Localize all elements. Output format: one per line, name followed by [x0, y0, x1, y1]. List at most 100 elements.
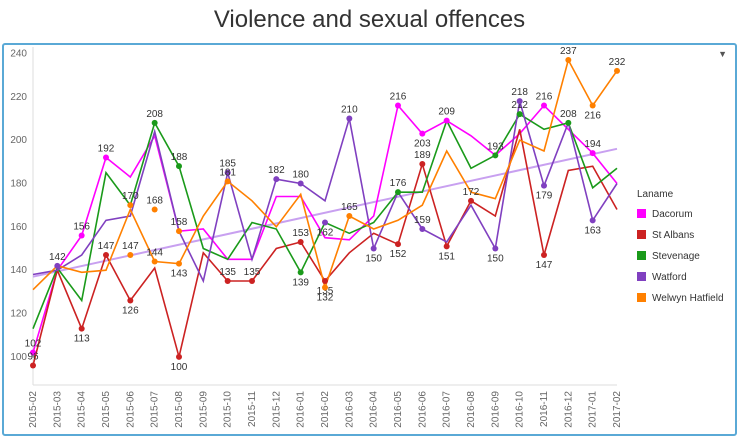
x-tick-label: 2015-04 [77, 391, 88, 428]
y-tick-label: 220 [10, 92, 27, 103]
chevron-down-icon[interactable]: ▼ [718, 49, 727, 59]
x-tick-label: 2016-11 [539, 391, 550, 427]
data-label: 132 [317, 293, 334, 304]
legend-item-label: Watford [652, 272, 687, 283]
legend-item-label: Stevenage [652, 251, 700, 262]
data-point [127, 297, 134, 304]
data-label: 216 [390, 92, 407, 103]
y-tick-label: 240 [10, 49, 27, 60]
data-point [78, 232, 85, 239]
data-point [370, 245, 377, 252]
x-tick-label: 2016-04 [369, 391, 380, 428]
data-label: 194 [584, 139, 601, 150]
data-label: 180 [292, 170, 309, 181]
data-label: 192 [98, 144, 115, 155]
x-tick-label: 2016-03 [344, 391, 355, 428]
x-tick-label: 2016-01 [296, 391, 307, 428]
x-tick-label: 2017-02 [612, 391, 623, 428]
data-label: 216 [536, 92, 553, 103]
data-point [224, 278, 231, 284]
data-label: 165 [341, 202, 358, 213]
data-label: 210 [341, 105, 358, 116]
x-tick-label: 2015-05 [101, 391, 112, 428]
data-point [176, 353, 182, 360]
data-point [151, 119, 158, 126]
x-tick-label: 2015-07 [150, 391, 161, 428]
x-tick-label: 2017-01 [588, 391, 599, 428]
y-tick-label: 100 [10, 352, 27, 363]
x-tick-label: 2016-05 [393, 391, 404, 428]
x-tick-label: 2016-10 [515, 391, 526, 428]
x-tick-label: 2015-11 [247, 391, 258, 427]
x-tick-label: 2015-09 [198, 391, 209, 428]
data-point [492, 245, 499, 252]
series-line [32, 57, 618, 291]
data-point [395, 189, 401, 196]
data-point [541, 252, 547, 258]
data-label: 113 [74, 334, 90, 345]
data-label: 209 [438, 107, 455, 118]
data-point [589, 150, 596, 157]
y-tick-label: 180 [10, 179, 27, 190]
data-point [614, 67, 620, 74]
data-label: 203 [414, 139, 431, 150]
data-point [492, 152, 499, 159]
data-point [346, 213, 353, 219]
data-point [419, 130, 426, 137]
data-point [346, 115, 353, 122]
data-label: 135 [219, 267, 236, 278]
data-label: 139 [292, 277, 309, 288]
series-line [32, 129, 618, 366]
x-tick-label: 2015-08 [174, 391, 185, 428]
data-point [419, 161, 426, 167]
data-point [541, 182, 547, 189]
data-point [176, 163, 182, 170]
data-point [516, 111, 523, 118]
data-point [565, 119, 572, 126]
data-label: 168 [146, 196, 163, 207]
data-point [589, 102, 596, 109]
data-label: 100 [171, 362, 188, 373]
data-label: 216 [584, 111, 601, 122]
data-point [224, 169, 231, 176]
x-tick-label: 2016-09 [490, 391, 501, 428]
data-point [297, 180, 304, 187]
legend-swatch [637, 230, 646, 239]
data-point [565, 57, 572, 63]
y-tick-label: 200 [10, 135, 27, 146]
x-tick-label: 2015-02 [28, 391, 39, 428]
x-tick-label: 2016-07 [442, 391, 453, 428]
data-point [273, 176, 280, 183]
data-point [443, 243, 450, 250]
y-tick-label: 120 [10, 309, 27, 320]
data-point [297, 239, 304, 245]
data-point [322, 284, 328, 291]
data-label: 147 [536, 260, 553, 271]
x-tick-label: 2016-12 [563, 391, 574, 428]
data-point [322, 219, 328, 226]
data-label: 170 [122, 191, 139, 202]
data-label: 142 [49, 252, 66, 263]
data-label: 189 [414, 150, 431, 161]
data-point [54, 262, 61, 269]
data-label: 162 [317, 228, 334, 239]
data-label: 135 [317, 286, 334, 297]
data-label: 143 [171, 269, 188, 280]
data-label: 150 [487, 254, 504, 265]
y-tick-label: 160 [10, 222, 27, 233]
data-point [176, 228, 182, 235]
legend-item-label: St Albans [652, 230, 694, 241]
line-chart: 100 120 140 160 180 200 220 240 2015-02 2015-03 20… [10, 46, 723, 428]
data-label: 151 [438, 251, 455, 262]
x-tick-label: 2016-02 [320, 391, 331, 428]
data-label: 102 [25, 339, 42, 350]
data-point [151, 206, 158, 213]
data-point [176, 260, 182, 267]
data-point [127, 252, 134, 258]
data-label: 135 [244, 267, 261, 278]
x-tick-label: 2015-06 [125, 391, 136, 428]
data-point [541, 102, 547, 109]
data-point [443, 117, 450, 124]
data-label: 144 [146, 248, 163, 259]
data-label: 179 [536, 191, 553, 202]
